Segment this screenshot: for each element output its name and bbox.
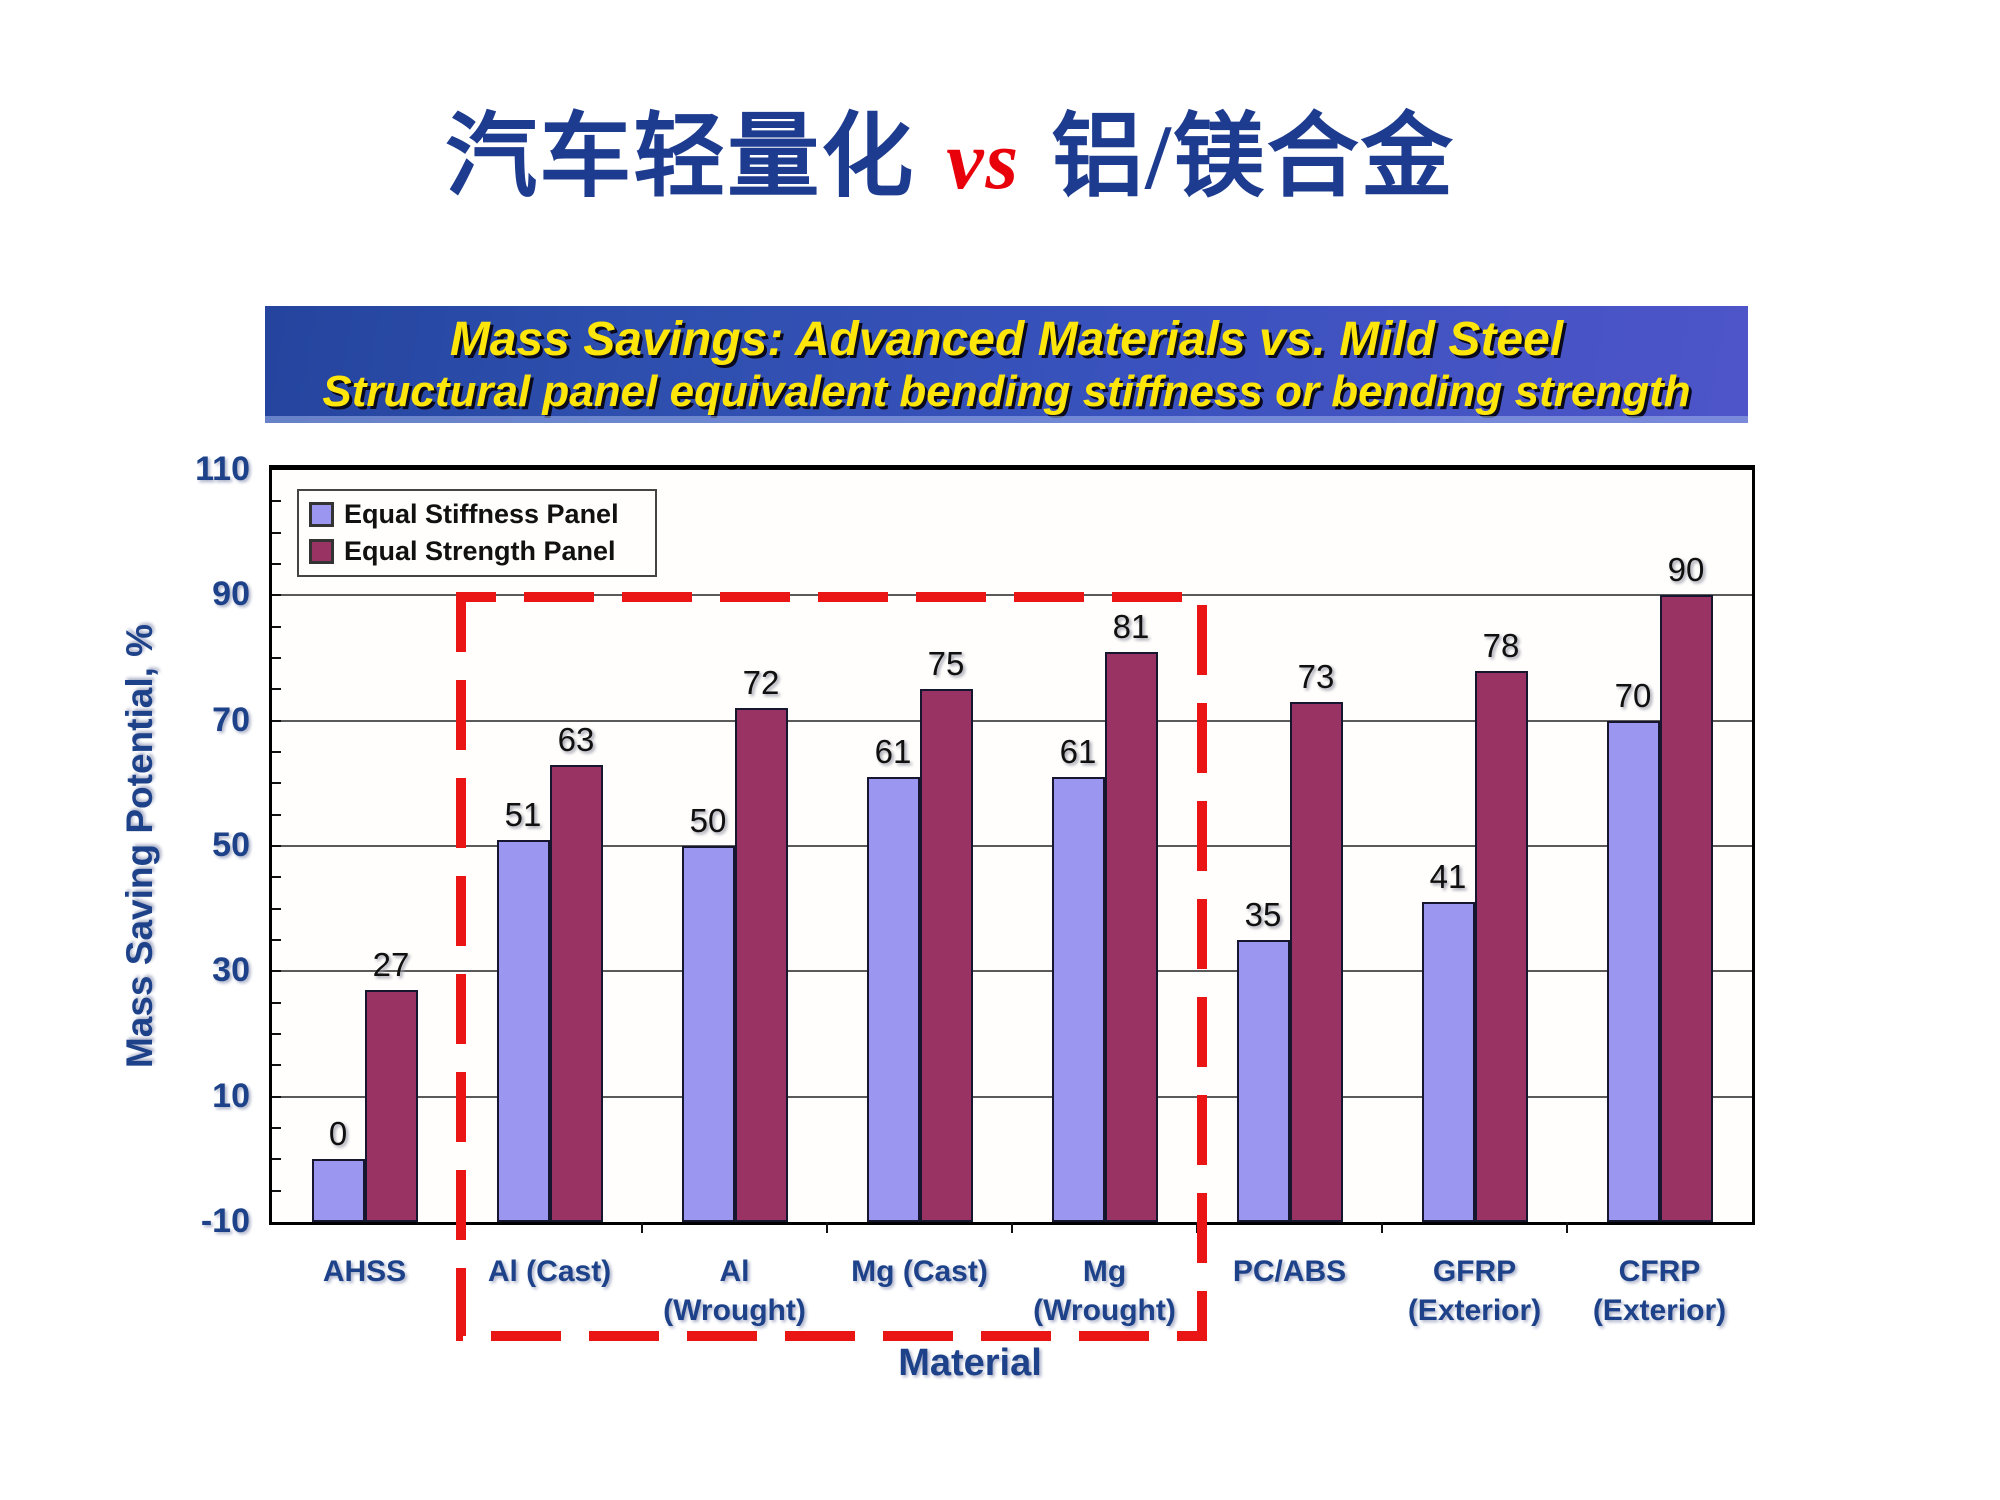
bar-pc-abs-strength <box>1289 701 1343 1222</box>
x-boundary-tick <box>826 1222 828 1233</box>
bar-gfrp-exterior--strength <box>1474 670 1528 1222</box>
slide-title-part1: 汽车轻量化 <box>445 106 941 208</box>
bar-mg-wrought--strength <box>1104 651 1158 1222</box>
bar-value-label: 78 <box>1482 626 1520 664</box>
y-tick-label-110: 110 <box>195 450 250 488</box>
x-boundary-tick <box>641 1222 643 1233</box>
y-tick-label-90: 90 <box>212 575 250 614</box>
y-minor-tick <box>272 531 281 534</box>
y-minor-tick <box>272 1158 281 1161</box>
bar-value-label: 70 <box>1614 676 1652 714</box>
x-axis-title: Material <box>898 1342 1042 1384</box>
y-minor-tick <box>272 1127 281 1129</box>
legend-row-strength: Equal Strength Panel <box>309 536 645 567</box>
legend-label-strength: Equal Strength Panel <box>344 536 616 566</box>
banner-title-line2: Structural panel equivalent bending stif… <box>322 366 1691 416</box>
bar-mg-wrought--stiffness <box>1051 777 1105 1222</box>
bar-al-wrought--stiffness <box>681 846 735 1222</box>
y-minor-tick <box>272 970 281 973</box>
bar-cfrp-exterior--strength <box>1659 595 1713 1222</box>
y-minor-tick <box>272 625 281 628</box>
y-minor-tick <box>272 1033 281 1035</box>
slide-title: 汽车轻量化 vs 铝/镁合金 <box>210 82 1690 212</box>
x-boundary-tick <box>456 1222 458 1233</box>
legend-swatch-strength <box>309 539 334 564</box>
x-boundary-tick <box>1381 1222 1383 1233</box>
y-minor-tick <box>272 500 281 503</box>
y-minor-tick <box>272 719 281 722</box>
x-boundary-tick <box>1011 1222 1013 1233</box>
gridline-30 <box>272 970 1752 973</box>
bar-value-label: 0 <box>328 1115 348 1153</box>
gridline-10 <box>272 1095 1752 1098</box>
y-minor-tick <box>272 657 281 659</box>
y-minor-tick <box>272 751 281 753</box>
bar-value-label: 41 <box>1429 858 1467 896</box>
y-tick-label-10: 10 <box>212 1076 250 1115</box>
x-axis-category-labels: AHSS Al (Cast) Al (Wrought) Mg (Cast) Mg (Wr… <box>272 1252 1752 1342</box>
y-minor-tick <box>272 594 281 597</box>
gridline-50 <box>272 845 1752 847</box>
y-minor-tick <box>272 1001 281 1004</box>
bar-ahss-strength <box>364 990 418 1222</box>
x-boundary-tick <box>1196 1222 1198 1233</box>
bar-al-wrought--strength <box>734 708 788 1222</box>
legend: Equal Stiffness Panel Equal Strength Pan… <box>297 489 657 577</box>
bar-mg-cast--stiffness <box>866 777 920 1222</box>
slide-title-part2: 铝/镁合金 <box>1026 106 1455 208</box>
bar-mg-cast--strength <box>919 689 973 1222</box>
category-label-0: AHSS <box>322 1255 407 1288</box>
y-minor-tick <box>272 688 281 691</box>
slide-title-vs: vs <box>946 114 1021 207</box>
bar-value-label: 75 <box>927 645 965 683</box>
bar-value-label: 73 <box>1297 657 1335 695</box>
y-minor-tick <box>272 907 281 910</box>
x-boundary-tick <box>1566 1222 1568 1233</box>
bar-value-label: 35 <box>1244 896 1282 933</box>
category-label-6: GFRP (Exterior) <box>1407 1255 1542 1327</box>
bar-al-cast--strength <box>549 764 603 1222</box>
banner-title-line1: Mass Savings: Advanced Materials vs. Mil… <box>449 312 1564 366</box>
y-minor-tick <box>272 845 281 847</box>
gridline-90 <box>272 594 1752 597</box>
bar-pc-abs-stiffness <box>1236 940 1290 1222</box>
bar-value-label: 72 <box>742 664 780 702</box>
y-minor-tick <box>272 1095 281 1098</box>
chart-title-banner: Mass Savings: Advanced Materials vs. Mil… <box>265 306 1748 423</box>
bar-value-label: 90 <box>1667 551 1705 589</box>
y-minor-tick <box>272 782 281 785</box>
category-label-5: PC/ABS <box>1232 1255 1347 1288</box>
plot-area: 0 27 51 63 50 72 61 75 61 81 35 73 41 78 70 90 <box>269 465 1755 1233</box>
legend-label-stiffness: Equal Stiffness Panel <box>344 499 619 529</box>
y-axis-tick-labels: 110 90 70 50 30 10 -10 <box>150 450 250 1240</box>
y-minor-tick <box>272 876 281 879</box>
y-tick-label-70: 70 <box>212 700 250 739</box>
bar-cfrp-exterior--stiffness <box>1606 720 1660 1222</box>
bar-value-label: 81 <box>1112 607 1150 645</box>
y-tick-label-30: 30 <box>212 951 250 990</box>
y-tick-label-50: 50 <box>212 826 250 864</box>
legend-swatch-stiffness <box>309 502 334 527</box>
gridline-70 <box>272 719 1752 722</box>
bar-gfrp-exterior--stiffness <box>1421 902 1475 1222</box>
y-minor-tick <box>272 1064 281 1067</box>
y-minor-tick <box>272 939 281 941</box>
bar-value-label: 27 <box>372 946 410 984</box>
y-minor-tick <box>272 563 281 565</box>
y-tick-label--10: -10 <box>200 1202 250 1240</box>
legend-row-stiffness: Equal Stiffness Panel <box>309 499 645 530</box>
bar-al-cast--stiffness <box>496 839 550 1222</box>
y-minor-tick <box>272 813 281 816</box>
y-minor-tick <box>272 1189 281 1192</box>
bar-value-label: 63 <box>557 720 595 758</box>
bar-ahss-stiffness <box>311 1159 365 1222</box>
category-label-7: CFRP (Exterior) <box>1592 1255 1727 1327</box>
